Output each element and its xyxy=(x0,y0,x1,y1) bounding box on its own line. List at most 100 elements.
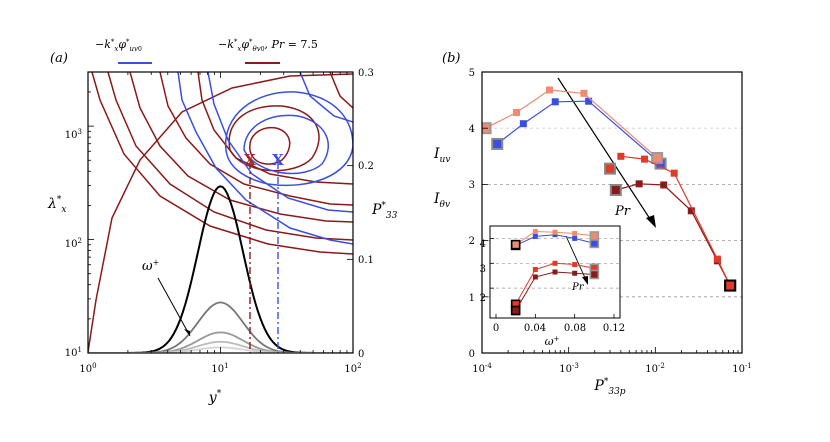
b-ytick-5: 5 xyxy=(469,68,475,79)
inset-ytick-4: 4 xyxy=(480,239,486,250)
inset-marker xyxy=(572,262,578,268)
legend-tv-label: −k*xφ*θv0, Pr = 7.5 xyxy=(218,38,318,53)
pr-arrow-label: Pr xyxy=(614,204,631,219)
a-ytick-10: 101 xyxy=(65,346,82,359)
b-ytick-0: 0 xyxy=(469,349,475,360)
extra-marker xyxy=(604,162,617,175)
legend-uv-label: −k*xφ*uv0 xyxy=(95,38,142,53)
series-marker xyxy=(713,255,721,263)
series-marker-outlined xyxy=(491,137,504,150)
contour-tv-2 xyxy=(91,72,353,255)
b-ytick-2: 2 xyxy=(469,236,475,247)
series-marker-outlined xyxy=(651,151,664,164)
inset-marker xyxy=(552,229,558,235)
inset-plot: Pr 0 0.04 0.08 0.12 2 3 4 ω+ xyxy=(480,225,625,348)
a-ytick-100: 102 xyxy=(65,237,82,250)
contour-tv-3 xyxy=(107,72,353,241)
panel-b-label: (b) xyxy=(442,51,460,66)
series-marker xyxy=(660,181,668,189)
inset-pr-arrow-head xyxy=(582,276,588,285)
a-xlabel: y* xyxy=(208,389,222,406)
peak-marker-tv: X xyxy=(244,151,256,169)
panel-b-frame xyxy=(481,71,743,354)
inset-marker xyxy=(532,233,538,239)
peak-marker-uv: X xyxy=(272,151,284,169)
series-marker xyxy=(519,120,527,128)
inset-pr-arrow xyxy=(565,235,587,281)
panel-a-frame xyxy=(87,71,354,354)
inset-marker xyxy=(532,228,538,234)
p33-curve-1 xyxy=(88,301,353,353)
inset-marker xyxy=(532,274,538,280)
inset-xtick-0: 0 xyxy=(493,323,499,334)
inset-marker xyxy=(572,270,578,276)
panel-a-label: (a) xyxy=(50,51,68,66)
b-xtick-1e-2: 10-2 xyxy=(645,362,665,375)
a-rtick-03: 0.3 xyxy=(358,68,374,79)
contour-tv-9 xyxy=(249,126,291,165)
inset-marker-outlined xyxy=(589,231,600,241)
series-marker xyxy=(551,98,559,106)
a-ylabel-right: P*33 xyxy=(371,201,398,221)
series-marker-outlined xyxy=(724,279,737,292)
inset-marker xyxy=(552,269,558,275)
inset-marker-outlined xyxy=(510,239,521,250)
b-xtick-1e-3: 10-3 xyxy=(559,362,579,375)
a-xtick-100: 102 xyxy=(344,362,361,375)
series-marker xyxy=(687,207,695,215)
a-rtick-0: 0 xyxy=(358,349,364,360)
series-line-2 xyxy=(615,183,731,286)
a-xtick-1: 100 xyxy=(79,362,96,375)
series-line-1 xyxy=(485,89,658,159)
inset-xtick-012: 0.12 xyxy=(603,323,625,334)
p33-curve-3 xyxy=(88,340,353,353)
omega-arrow-head xyxy=(184,329,190,336)
panel-b: (b) Pr Pr 0 0.04 0.08 0.12 2 3 4 ω+ xyxy=(433,51,752,397)
series-marker xyxy=(670,169,678,177)
inset-marker xyxy=(532,267,538,273)
b-xtick-1e-1: 10-1 xyxy=(732,362,752,375)
a-xtick-10: 101 xyxy=(211,362,228,375)
series-marker xyxy=(617,152,625,160)
inset-marker-outlined xyxy=(589,269,600,280)
contour-uv-1 xyxy=(177,72,353,245)
panel-a-ticks xyxy=(87,71,353,354)
inset-ytick-3: 3 xyxy=(480,264,486,275)
inset-xlabel: ω+ xyxy=(545,335,560,348)
omega-annotation-label: ω+ xyxy=(142,258,159,274)
b-ytick-3: 3 xyxy=(469,180,475,191)
series-marker xyxy=(580,89,588,97)
series-marker xyxy=(635,180,643,188)
a-ytick-1000: 103 xyxy=(65,128,82,141)
b-xlabel: P*33p xyxy=(593,377,625,397)
panel-a: (a) −k*xφ*uv0 −k*xφ*θv0, Pr = 7.5 xyxy=(47,38,398,406)
inset-marker xyxy=(572,230,578,236)
b-ytick-4: 4 xyxy=(469,124,475,135)
contour-tv-8 xyxy=(228,105,320,172)
omega-arrow xyxy=(157,277,191,337)
inset-marker xyxy=(572,235,578,241)
series-marker xyxy=(512,108,520,116)
b-ylabel-itv: Iθv xyxy=(433,191,450,210)
series-marker-outlined xyxy=(609,184,622,197)
inset-marker xyxy=(552,260,558,266)
a-ylabel-left: λ*x xyxy=(47,195,66,215)
inset-xtick-008: 0.08 xyxy=(564,323,586,334)
panel-b-ticks xyxy=(481,71,739,354)
inset-ytick-2: 2 xyxy=(480,293,486,304)
p33-curve-2 xyxy=(88,331,353,353)
contour-uv-3 xyxy=(299,72,353,123)
b-ylabel-iuv: Iuv xyxy=(433,146,450,165)
a-rtick-01: 0.1 xyxy=(358,255,374,266)
a-rtick-02: 0.2 xyxy=(358,161,374,172)
series-marker xyxy=(585,97,593,105)
pr-arrow xyxy=(557,77,653,223)
contour-uv-2 xyxy=(207,72,353,213)
b-xtick-1e-4: 10-4 xyxy=(472,362,492,375)
p33-curve-0 xyxy=(88,185,353,353)
pr-arrow-head xyxy=(646,215,656,228)
inset-pr-label: Pr xyxy=(571,282,585,293)
contour-uv-5 xyxy=(243,114,329,175)
contour-tv-1 xyxy=(88,73,353,353)
